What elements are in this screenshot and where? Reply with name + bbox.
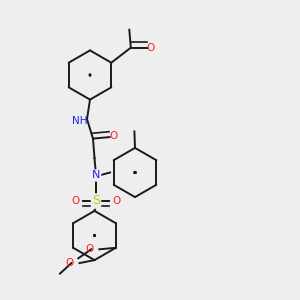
Text: O: O [112,196,121,206]
Text: O: O [147,43,155,53]
Text: S: S [92,194,100,208]
Text: O: O [65,258,74,268]
Text: O: O [85,244,93,254]
Text: NH: NH [72,116,87,126]
Text: N: N [92,170,100,181]
Text: O: O [109,131,118,141]
Text: O: O [71,196,80,206]
